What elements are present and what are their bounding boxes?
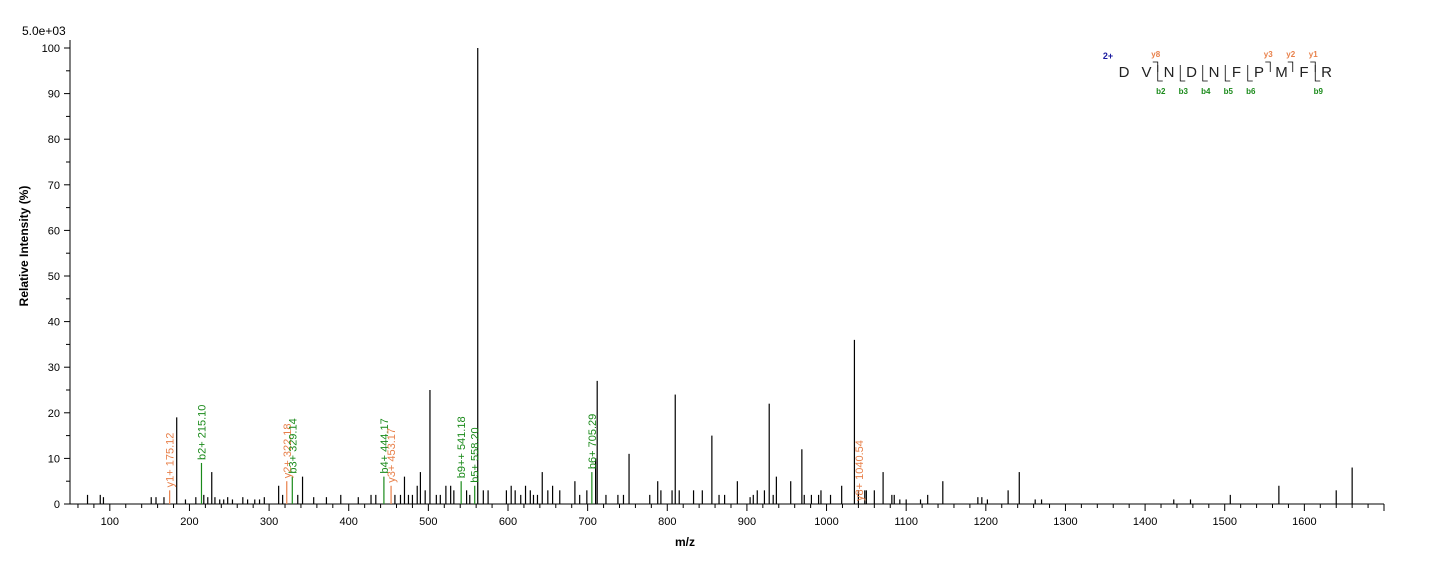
b-ion-label: b4 (1201, 87, 1211, 96)
b-ion-label: b2 (1156, 87, 1166, 96)
y-tick-label: 0 (54, 499, 60, 511)
peaks (86, 48, 1353, 504)
x-tick-label: 1000 (814, 516, 838, 528)
y-ion-bracket (1310, 61, 1316, 72)
residue: F (1299, 64, 1308, 81)
x-tick-label: 1600 (1292, 516, 1316, 528)
x-tick-label: 1500 (1212, 516, 1236, 528)
x-tick-label: 900 (738, 516, 756, 528)
y-ion-bracket (1152, 61, 1159, 72)
annotation-label: y8+ 1040.54 (854, 440, 866, 501)
b-ion-label: b6 (1246, 87, 1256, 96)
y-axis-label: Relative Intensity (%) (17, 186, 31, 307)
precursor-charge: 2+ (1103, 51, 1113, 61)
residue: M (1275, 64, 1288, 81)
residue: D (1186, 64, 1197, 81)
y-tick-label: 60 (48, 225, 60, 237)
residue: R (1321, 64, 1332, 81)
y-ion-label: y3 (1264, 50, 1273, 59)
x-tick-label: 1200 (974, 516, 998, 528)
x-ticks: 100 200 300 400 500 600 700 800 900 1000 1100 1200 1… (77, 504, 1385, 528)
residue: V (1141, 64, 1151, 81)
residue: D (1119, 64, 1130, 81)
b-ion-bracket (1179, 65, 1186, 82)
x-axis-label: m/z (675, 535, 695, 549)
x-tick-label: 300 (260, 516, 278, 528)
x-tick-label: 1400 (1133, 516, 1157, 528)
y-tick-label: 40 (48, 317, 60, 329)
y-ion-label: y1 (1309, 50, 1318, 59)
x-tick-label: 600 (499, 516, 517, 528)
residue: P (1254, 64, 1264, 81)
b-ion-bracket (1202, 65, 1208, 82)
x-tick-label: 200 (180, 516, 198, 528)
y-tick-label: 10 (48, 453, 60, 465)
y-tick-label: 90 (48, 89, 60, 101)
b-ion-bracket (1314, 65, 1321, 82)
y-tick-label: 20 (48, 408, 60, 420)
x-tick-label: 400 (340, 516, 358, 528)
intensity-scale-label: 5.0e+03 (22, 24, 66, 38)
residue: N (1164, 64, 1175, 81)
annotation-label: b9++ 541.18 (456, 416, 468, 478)
annotation-label: b5+ 558.20 (470, 427, 482, 482)
y-tick-label: 80 (48, 134, 60, 146)
annotation-label: b4+ 444.17 (379, 418, 391, 473)
b-ion-bracket (1247, 65, 1253, 82)
axes (69, 40, 1384, 505)
annotation-label: b2+ 215.10 (196, 405, 208, 460)
y-ion-label: y2 (1286, 50, 1295, 59)
b-ion-bracket (1224, 65, 1231, 82)
x-tick-label: 1300 (1053, 516, 1077, 528)
y-ticks: 0 10 20 30 40 50 60 70 80 90 100 (42, 43, 70, 511)
x-tick-label: 100 (101, 516, 119, 528)
b-ion-label: b3 (1179, 87, 1189, 96)
residue: F (1232, 64, 1241, 81)
annotation-label: y1+ 175.12 (165, 433, 177, 488)
y-tick-label: 100 (42, 43, 60, 55)
annotation-label: y3+ 453.17 (386, 428, 398, 483)
y-tick-label: 50 (48, 271, 60, 283)
x-tick-label: 500 (419, 516, 437, 528)
b-ion-label: b9 (1314, 87, 1324, 96)
b-ion-bracket (1157, 65, 1163, 82)
x-tick-label: 1100 (894, 516, 918, 528)
b-ion-label: b5 (1224, 87, 1234, 96)
annotation-label: b3+ 329.14 (287, 418, 299, 473)
residue: N (1209, 64, 1220, 81)
y-tick-label: 30 (48, 362, 60, 374)
y-tick-label: 70 (48, 180, 60, 192)
annotation-label: y2+ 322.18 (282, 423, 294, 478)
x-tick-label: 700 (578, 516, 596, 528)
x-tick-label: 800 (658, 516, 676, 528)
y-ion-bracket (1265, 61, 1271, 72)
y-ion-label: y8 (1151, 50, 1160, 59)
annotation-label: b6+ 705.29 (587, 414, 599, 469)
y-ion-bracket (1287, 61, 1294, 72)
